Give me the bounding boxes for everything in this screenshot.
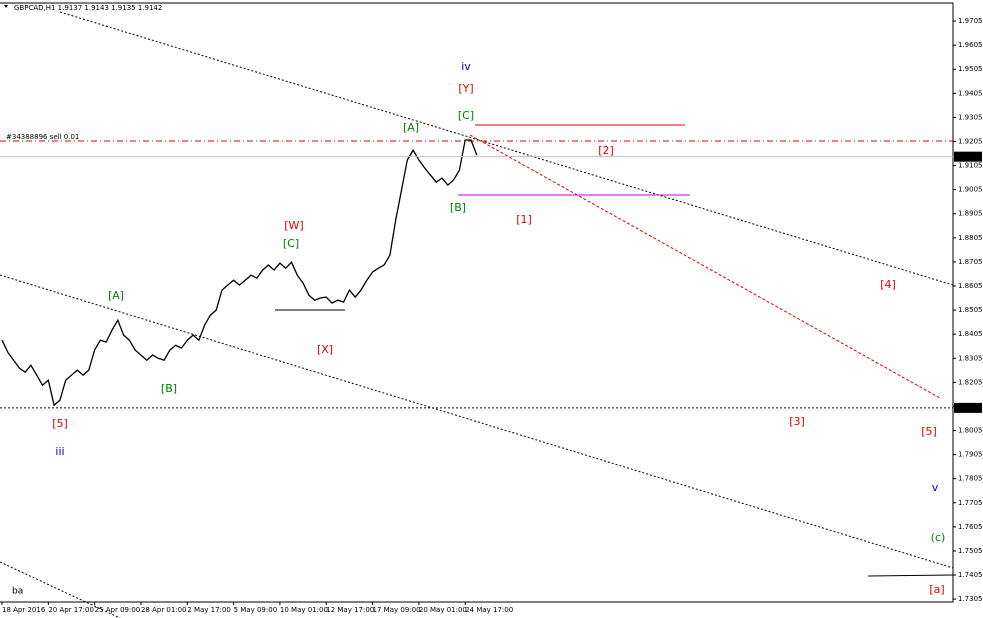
wave-label: (c) <box>931 531 946 544</box>
y-tick-label: 1.8505 <box>958 306 983 314</box>
y-tick-label: 1.8705 <box>958 258 983 266</box>
wave-label: [B] <box>450 201 466 214</box>
y-tick-label: 1.9305 <box>958 113 983 121</box>
x-tick-label: 28 Apr 01:00 <box>141 606 187 614</box>
y-tick-label: 1.8205 <box>958 378 983 386</box>
wave-label: [2] <box>598 144 614 157</box>
wave-label: [4] <box>880 278 896 291</box>
x-tick-label: 20 May 01:00 <box>419 606 467 614</box>
x-tick-label: 5 May 09:00 <box>234 606 278 614</box>
wave-label: iv <box>461 60 471 73</box>
y-tick-label: 1.7805 <box>958 475 983 483</box>
y-tick-label: 1.9505 <box>958 65 983 73</box>
y-tick-label: 1.7905 <box>958 451 983 459</box>
wave-label: [3] <box>789 415 805 428</box>
wave-label: [a] <box>929 583 944 596</box>
wave-label: [Y] <box>458 82 473 95</box>
y-tick-label: 1.7505 <box>958 547 983 555</box>
plot-frame <box>0 2 954 603</box>
wave-label: v <box>932 481 939 494</box>
y-tick-label: 1.7705 <box>958 499 983 507</box>
wave-label: [A] <box>108 289 124 302</box>
order-label: #34388896 sell 0.01 <box>6 133 79 141</box>
wave-label: iii <box>55 445 64 458</box>
wave-label: [B] <box>161 382 177 395</box>
corner-label: ba <box>12 587 23 597</box>
price-tag <box>954 402 982 413</box>
level-line <box>867 574 954 577</box>
x-tick-label: 12 May 17:00 <box>326 606 374 614</box>
y-tick-label: 1.7605 <box>958 523 983 531</box>
x-tick-label: 17 May 09:00 <box>373 606 421 614</box>
x-tick-label: 2 May 17:00 <box>187 606 231 614</box>
header-arrow <box>4 5 8 8</box>
wave-label: [C] <box>283 237 299 250</box>
y-tick-label: 1.9705 <box>958 17 983 25</box>
x-tick-label: 10 May 01:00 <box>280 606 328 614</box>
price-tag <box>954 151 982 162</box>
y-tick-label: 1.8305 <box>958 354 983 362</box>
wave-label: [W] <box>284 219 303 232</box>
x-tick-label: 25 Apr 09:00 <box>95 606 141 614</box>
y-tick-label: 1.9105 <box>958 162 983 170</box>
y-tick-label: 1.9605 <box>958 41 983 49</box>
wave-label: [1] <box>516 213 532 226</box>
y-tick-label: 1.9205 <box>958 137 983 145</box>
y-tick-label: 1.8405 <box>958 330 983 338</box>
chart-header: GBPCAD,H1 1.9137 1.9143 1.9135 1.9142 <box>14 4 162 12</box>
y-tick-label: 1.9005 <box>958 186 983 194</box>
x-tick-label: 18 Apr 2016 <box>2 606 46 614</box>
wave-label: [A] <box>403 121 419 134</box>
y-tick-label: 1.7405 <box>958 571 983 579</box>
x-tick-label: 24 May 17:00 <box>465 606 513 614</box>
y-tick-label: 1.7305 <box>958 595 983 603</box>
price-line <box>1 139 478 407</box>
y-tick-label: 1.8905 <box>958 210 983 218</box>
y-tick-label: 1.9405 <box>958 89 983 97</box>
price-tag-label: 1.8099 <box>957 404 982 412</box>
y-tick-label: 1.8605 <box>958 282 983 290</box>
wave-label: [5] <box>52 417 68 430</box>
price-tag-label: 1.9142 <box>957 153 982 161</box>
y-tick-label: 1.8805 <box>958 234 983 242</box>
y-tick-label: 1.8005 <box>958 427 983 435</box>
wave-label: [C] <box>458 109 474 122</box>
wave-label: [5] <box>921 425 937 438</box>
wave-label: [X] <box>317 343 333 356</box>
x-tick-label: 20 Apr 17:00 <box>48 606 94 614</box>
